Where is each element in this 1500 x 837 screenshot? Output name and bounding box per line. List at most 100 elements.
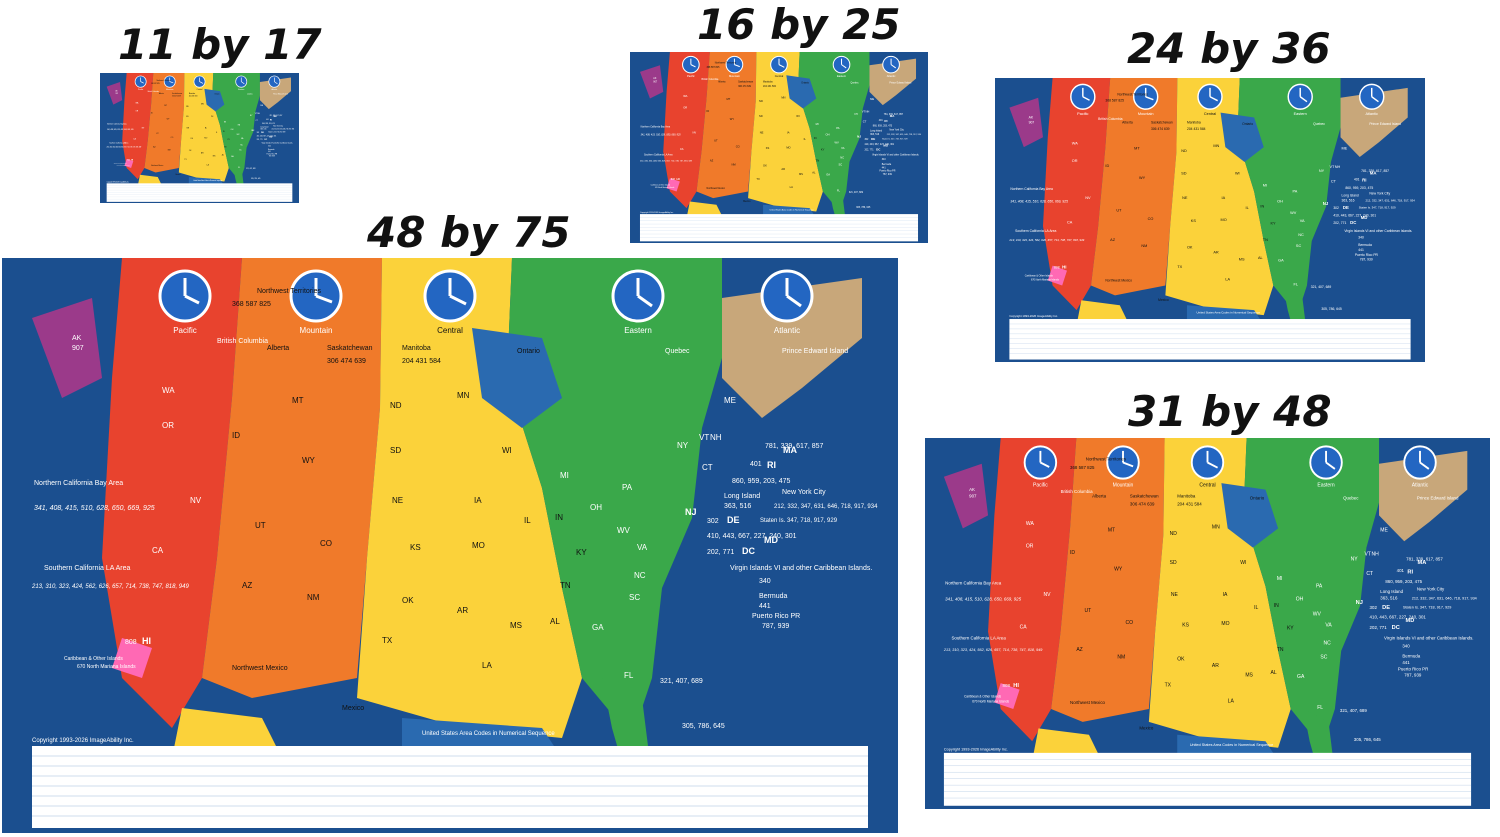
map-thumbnail-16x25-state-il: IL <box>804 137 807 141</box>
map-thumbnail-11x17-state-ri: RI <box>270 119 272 121</box>
map-thumbnail-24x36-manitoba-codes: 204 431 584 <box>1187 127 1206 131</box>
map-thumbnail-31x48-state-ky: KY <box>1287 626 1294 632</box>
map-thumbnail-11x17-clock-atlantic-icon <box>268 75 281 88</box>
map-thumbnail-31x48-vi-code: 340 <box>1402 644 1410 649</box>
area-code-table <box>32 746 868 828</box>
map-thumbnail-24x36-ma-codes: 781, 339, 617, 857 <box>1361 169 1389 173</box>
map-thumbnail-11x17-vi-code: 340 <box>268 145 271 147</box>
map-thumbnail-31x48-state-ny: NY <box>1351 557 1359 563</box>
map-thumbnail-16x25-state-mo: MO <box>786 145 790 149</box>
map-thumbnail-24x36-state-wa: WA <box>1072 141 1078 146</box>
socal-codes: 213, 310, 323, 424, 562, 626, 657, 714, … <box>31 584 189 590</box>
dc-codes: 202, 771 <box>707 549 734 556</box>
pacific-zone <box>102 258 242 728</box>
map-thumbnail-16x25-nanp-title: 670 North Mariana Islands <box>655 186 675 189</box>
clock-atlantic-icon <box>760 269 814 323</box>
map-thumbnail-16x25-alberta-label: Alberta <box>718 81 726 84</box>
map-thumbnail-31x48-area-code-table-grid <box>943 759 1472 799</box>
norcal-codes: 341, 408, 415, 510, 628, 650, 669, 925 <box>34 505 155 512</box>
map-thumbnail-31x48-state-oh: OH <box>1296 597 1304 603</box>
map-thumbnail-16x25-table-title: United States Area Codes in Numerical Se… <box>770 208 815 211</box>
norcal-title: Northern California Bay Area <box>34 480 123 487</box>
map-thumbnail-24x36-nw-mexico-label: Northwest Mexico <box>1105 278 1132 282</box>
map-thumbnail-11x17-fl-north-codes: 321, 407, 689 <box>246 168 256 170</box>
vi-title: Virgin Islands VI and other Caribbean Is… <box>730 565 872 572</box>
fl-north-codes: 321, 407, 689 <box>660 678 703 685</box>
map-thumbnail-24x36-alberta-label: Alberta <box>1122 120 1133 124</box>
map-thumbnail-24x36-zone-label-pacific: Pacific <box>1077 111 1088 116</box>
map-thumbnail-31x48-state-ma: MA <box>1417 560 1426 566</box>
map-thumbnail-31x48-md-codes: 410, 443, 667, 227, 240, 301 <box>1370 615 1427 620</box>
caribbean-title: Caribbean & Other Islands <box>64 656 123 662</box>
clock-eastern-icon <box>611 269 665 323</box>
map-thumbnail-31x48-state-nm: NM <box>1117 655 1125 661</box>
map-thumbnail-24x36-area-code-table <box>1009 319 1411 360</box>
map-thumbnail-16x25-area-code-table <box>639 214 919 242</box>
map-thumbnail-31x48-state-ga: GA <box>1297 674 1305 680</box>
map-thumbnail-16x25-state-id: ID <box>706 109 709 113</box>
map-thumbnail-24x36-long-island-title: Long Island <box>1341 193 1358 197</box>
map-thumbnail-11x17-state-wv: WV <box>237 134 241 136</box>
state-mi: MI <box>560 471 569 480</box>
map-thumbnail-24x36-state-ok: OK <box>1187 244 1193 249</box>
map-thumbnail-31x48-state-co: CO <box>1126 620 1134 626</box>
map-thumbnail-16x25-state-sd: SD <box>759 114 763 118</box>
ak-code: 907 <box>72 345 84 352</box>
state-wa: WA <box>162 386 175 395</box>
zone-label-eastern: Eastern <box>624 326 652 335</box>
map-thumbnail-31x48-state-fl: FL <box>1317 705 1323 711</box>
map-thumbnail-31x48-ontario-label: Ontario <box>1250 495 1265 500</box>
map-thumbnail-31x48-hawaii-shape <box>994 683 1020 709</box>
map-thumbnail-16x25: Pacific Mountain Central Eastern Atlanti… <box>630 52 928 243</box>
manitoba-label: Manitoba <box>402 345 431 352</box>
map-thumbnail-31x48-state-id: ID <box>1070 550 1075 556</box>
map-thumbnail-11x17-quebec-label: Quebec <box>247 93 253 95</box>
map-thumbnail-11x17-state-ky: KY <box>227 139 230 141</box>
state-co: CO <box>320 539 332 548</box>
state-nh: NH <box>710 433 722 442</box>
map-thumbnail-31x48-clock-mountain-icon <box>1106 445 1140 480</box>
map-thumbnail-24x36-md-codes: 410, 443, 667, 227, 240, 301 <box>1333 213 1376 217</box>
map-thumbnail-24x36-state-nv: NV <box>1085 195 1091 200</box>
map-thumbnail-16x25-state-mt: MT <box>726 97 730 101</box>
map-thumbnail-24x36-state-sd: SD <box>1181 170 1187 175</box>
state-sd: SD <box>390 446 401 455</box>
map-thumbnail-31x48-state-de: DE <box>1382 605 1390 611</box>
map-thumbnail-16x25-state-ne: NE <box>760 130 764 134</box>
map-thumbnail-11x17-state-wi: WI <box>211 116 214 118</box>
map-thumbnail-16x25-nyc-title: New York City <box>889 128 904 131</box>
map-thumbnail-31x48-alberta-label: Alberta <box>1092 493 1106 498</box>
map-thumbnail-16x25-state-in: IN <box>814 136 817 140</box>
map-thumbnail-11x17-zone-label-mountain: Mountain <box>166 88 173 91</box>
long-island-codes: 363, 516 <box>724 503 751 510</box>
map-thumbnail-16x25-state-az: AZ <box>710 159 714 163</box>
map-thumbnail-31x48-quebec-label: Quebec <box>1343 495 1359 500</box>
map-thumbnail-16x25-long-island-codes: 363, 516 <box>870 134 880 136</box>
map-thumbnail-16x25-state-vt: VT <box>862 109 866 113</box>
map-thumbnail-31x48-nyc-title: New York City <box>1417 586 1445 591</box>
map-thumbnail-24x36-clock-eastern-icon <box>1287 83 1313 110</box>
map-thumbnail-16x25-manitoba-label: Manitoba <box>763 81 773 84</box>
map-thumbnail-16x25-bermuda-title: Bermuda <box>882 164 892 166</box>
map-thumbnail-31x48-ak-code: 907 <box>969 493 977 498</box>
map-thumbnail-11x17-state-nc: NC <box>240 144 243 146</box>
map-thumbnail-24x36-socal-title: Southern California LA Area <box>1015 229 1056 233</box>
map-thumbnail-16x25-clock-central-icon <box>770 55 788 74</box>
map-thumbnail-16x25-vi-code: 340 <box>882 159 887 161</box>
state-ma: MA <box>783 445 797 455</box>
map-thumbnail-31x48-state-md: MD <box>1406 618 1415 624</box>
map-thumbnail-24x36-mexico-label: Mexico <box>1158 298 1169 302</box>
map-thumbnail-16x25-pei-label: Prince Edward Island <box>889 83 912 85</box>
map-thumbnail-16x25-zone-label-central: Central <box>775 74 784 78</box>
map-thumbnail-11x17-state-in: IN <box>223 131 225 133</box>
state-sc: SC <box>629 593 640 602</box>
map-thumbnail-11x17-alaska-shape <box>106 82 123 105</box>
map-thumbnail-31x48-state-ut: UT <box>1085 608 1092 614</box>
map-thumbnail-16x25-state-ks: KS <box>766 146 770 150</box>
map-thumbnail-24x36-mountain-zone <box>1090 78 1178 296</box>
map-thumbnail-24x36-state-pa: PA <box>1293 189 1298 194</box>
map-thumbnail-16x25-pr-title: Puerto Rico PR <box>879 170 895 173</box>
map-thumbnail-11x17-state-ca: CA <box>133 138 136 141</box>
map-thumbnail-11x17-nyc-codes: 212, 332, 347, 631, 646, 718, 917, 934 <box>271 129 294 131</box>
fl-south-codes: 305, 786, 645 <box>682 723 725 730</box>
